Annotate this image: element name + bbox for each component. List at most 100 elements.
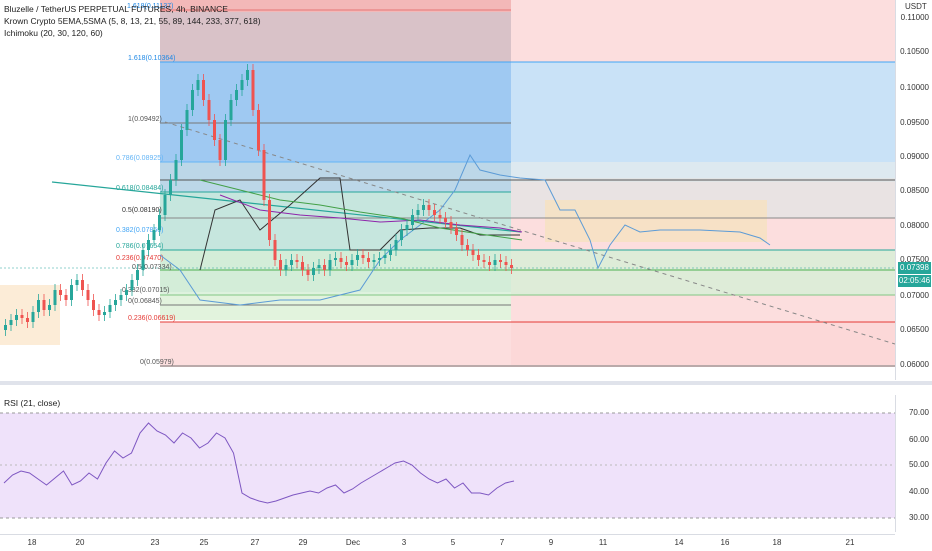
legend-indicator: Krown Crypto 5EMA,5SMA (5, 8, 13, 21, 55… <box>4 16 261 26</box>
candle <box>86 290 90 300</box>
candle <box>295 260 299 262</box>
candle <box>383 255 387 258</box>
rsi-chart[interactable] <box>0 395 895 532</box>
candle <box>488 262 491 265</box>
candle <box>257 110 260 150</box>
time-tick: Dec <box>345 538 361 547</box>
candle <box>328 260 332 270</box>
fib-label: 0.5(0.08190) <box>122 207 162 214</box>
candle <box>504 262 508 265</box>
candle <box>493 260 497 265</box>
candle <box>191 90 194 110</box>
legend-indicator: Ichimoku (20, 30, 120, 60) <box>4 28 103 38</box>
candle <box>125 290 128 295</box>
time-axis[interactable]: 18 20 23 25 27 29 Dec 3 5 7 9 11 14 16 18 21 <box>0 534 895 551</box>
countdown-badge: 02:05:46 <box>898 275 931 287</box>
candle <box>229 100 233 120</box>
candle <box>224 120 227 160</box>
fib-zone-top <box>160 0 511 12</box>
price-chart[interactable]: 1.618(0.11137) 1.618(0.10364) 1(0.09492)… <box>0 0 895 380</box>
candle <box>103 312 106 315</box>
candle <box>130 280 134 290</box>
candle <box>48 305 51 310</box>
fib-lines <box>160 9 895 367</box>
candle <box>15 315 18 320</box>
candle <box>196 80 200 90</box>
rsi-tick: 40.00 <box>908 487 929 496</box>
price-tick: 0.06000 <box>900 360 929 369</box>
time-tick: 7 <box>499 538 505 547</box>
time-tick: 18 <box>772 538 782 547</box>
candle <box>290 260 293 265</box>
rsi-tick: 30.00 <box>908 513 929 522</box>
price-tick: 0.10500 <box>900 47 929 56</box>
candle <box>92 300 95 310</box>
green-zone <box>160 250 895 295</box>
candle <box>350 260 354 265</box>
candle <box>37 300 40 312</box>
cloud-future <box>545 200 767 242</box>
candle <box>400 230 403 240</box>
ema-line <box>199 179 523 241</box>
candle <box>114 300 117 305</box>
candle <box>152 230 156 240</box>
candle <box>356 255 359 260</box>
candle <box>367 258 370 262</box>
time-tick: 27 <box>250 538 260 547</box>
candle <box>108 305 112 312</box>
candle <box>202 80 205 100</box>
candle <box>141 250 145 270</box>
candle <box>20 315 24 318</box>
candle <box>306 270 310 275</box>
candle <box>218 140 222 160</box>
candle <box>449 222 453 228</box>
candle <box>42 300 46 310</box>
candle <box>75 280 79 285</box>
candle <box>180 130 183 160</box>
candle <box>70 285 73 300</box>
chart-legend: Bluzelle / TetherUS PERPETUAL FUTURES, 4… <box>4 3 261 39</box>
candle <box>284 265 288 270</box>
price-tick: 0.08500 <box>900 186 929 195</box>
fib-label: 0.786(0.08925) <box>116 155 163 162</box>
rsi-tick: 50.00 <box>908 460 929 469</box>
fib-label: 0.236(0.07470) <box>116 255 163 262</box>
time-tick: 29 <box>298 538 308 547</box>
candle <box>394 240 398 250</box>
orange-zone <box>0 285 60 345</box>
candle <box>389 250 392 255</box>
candle <box>185 110 189 130</box>
candle <box>119 295 123 300</box>
time-tick: 3 <box>401 538 407 547</box>
fib-zone-2-ext <box>511 62 895 162</box>
candle <box>372 260 376 262</box>
price-axis[interactable]: 0.11000 0.10500 0.10000 0.09500 0.09000 0.085… <box>895 0 932 380</box>
trend-line <box>51 181 522 233</box>
pane-divider[interactable] <box>0 381 932 385</box>
candle <box>339 258 343 262</box>
rsi-axis[interactable]: 70.00 60.00 50.00 40.00 30.00 <box>895 395 932 532</box>
time-tick: 11 <box>598 538 608 547</box>
candle <box>427 205 431 210</box>
candle <box>317 265 321 268</box>
candle <box>416 210 420 215</box>
fib-zone-3 <box>160 162 511 192</box>
last-price-badge: 0.07398 <box>898 262 931 274</box>
fib-label: 0.618(0.08484) <box>116 185 163 192</box>
candle <box>240 80 244 90</box>
candle <box>158 215 161 230</box>
candle <box>345 262 348 265</box>
ema-line <box>219 194 523 233</box>
rsi-tick: 70.00 <box>908 408 929 417</box>
legend-title: Bluzelle / TetherUS PERPETUAL FUTURES, 4… <box>4 4 228 14</box>
time-tick: 9 <box>548 538 554 547</box>
time-tick: 5 <box>450 538 456 547</box>
candle <box>213 120 216 140</box>
candle <box>163 195 167 215</box>
candle <box>246 70 249 80</box>
candle <box>411 215 414 225</box>
rsi-tick: 60.00 <box>908 435 929 444</box>
time-tick: 23 <box>150 538 160 547</box>
fib-label: 0(0.05979) <box>140 359 174 366</box>
candle <box>378 258 381 260</box>
